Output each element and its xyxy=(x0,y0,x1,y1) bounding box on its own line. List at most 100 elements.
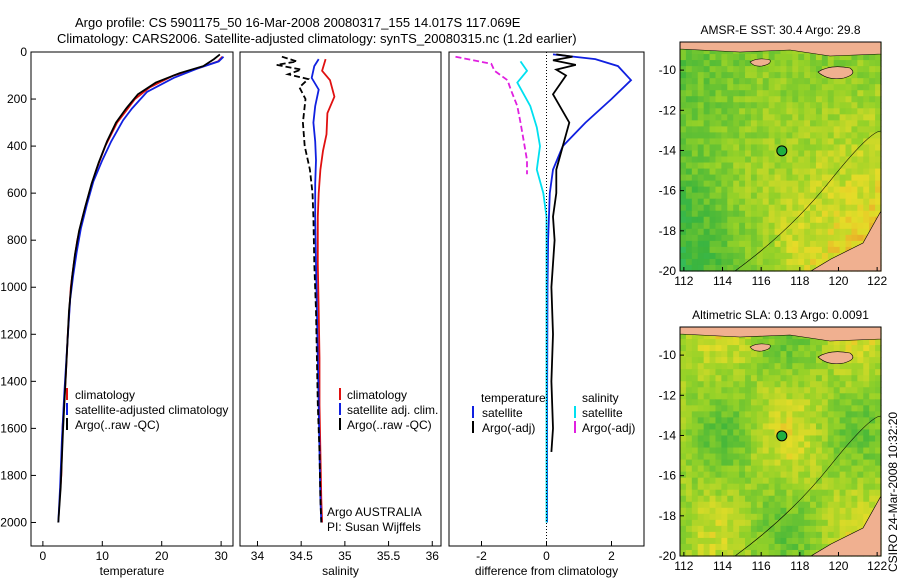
sst_map-cell xyxy=(709,156,717,164)
sla_map-cell xyxy=(821,453,829,461)
sst_map-cell xyxy=(709,258,717,266)
sla_map-cell xyxy=(709,495,717,503)
sst_map-cell xyxy=(869,96,876,103)
sla_map-cell xyxy=(745,471,752,479)
sla_map-cell xyxy=(792,405,799,412)
sla_map-cell xyxy=(857,471,864,479)
sst_map-cell xyxy=(685,60,693,67)
sst_map-cell xyxy=(739,120,746,127)
sst_map-cell xyxy=(709,138,717,146)
sst_map-cell xyxy=(786,90,793,97)
sla_map-ytick-label: -16 xyxy=(659,469,677,483)
sla_map-cell xyxy=(721,399,728,406)
sst_map-cell xyxy=(762,132,770,140)
sla_map-cell xyxy=(786,417,793,425)
sst_map-cell xyxy=(821,234,829,242)
sst_map-cell xyxy=(810,78,817,85)
sst_map-cell xyxy=(827,240,835,248)
sst_map-cell xyxy=(680,108,687,115)
sla_map-cell xyxy=(810,549,817,557)
sla_map-cell xyxy=(845,477,853,485)
sla_map-cell xyxy=(857,459,864,467)
sst_map-ytick-label: -18 xyxy=(659,224,677,238)
sst_map-cell xyxy=(680,186,687,194)
sla_map-cell xyxy=(715,513,722,521)
sst_map-cell xyxy=(733,234,740,242)
sla_map-cell xyxy=(863,441,870,449)
sst_map-cell xyxy=(762,120,770,127)
sst_map-cell xyxy=(863,84,870,91)
sla_map-cell xyxy=(786,435,793,443)
sla_map-cell xyxy=(792,483,799,491)
sla_map-cell xyxy=(733,471,740,479)
sst_map-cell xyxy=(774,192,782,200)
sla_map-cell xyxy=(786,375,793,382)
sst_map-cell xyxy=(685,150,693,158)
sst_map-cell xyxy=(715,216,722,224)
sst_map-cell xyxy=(685,198,693,206)
sla_map-cell xyxy=(745,411,752,418)
sla_map-cell xyxy=(786,477,793,485)
sst_map-cell xyxy=(804,216,811,224)
sst_map-cell xyxy=(851,162,858,170)
sst_map-cell xyxy=(750,66,758,73)
sst_map-cell xyxy=(857,54,864,61)
temperature-ytick-label: 1800 xyxy=(0,468,27,482)
sst_map-cell xyxy=(691,102,699,109)
sst_map-cell xyxy=(875,156,882,164)
sla_map-cell xyxy=(804,387,811,394)
sla_map-cell xyxy=(857,387,864,394)
sla_map-cell xyxy=(750,351,758,358)
sla_map-cell xyxy=(821,381,829,388)
sst_map-cell xyxy=(798,228,805,236)
sst_map-cell xyxy=(680,174,687,182)
sst_map-cell xyxy=(827,78,835,85)
sla_map-cell xyxy=(715,435,722,443)
sla_map-cell xyxy=(839,519,847,527)
sst_map-cell xyxy=(768,240,776,248)
sla_map-cell xyxy=(804,405,811,412)
sst_map-cell xyxy=(857,162,864,170)
sla_map-cell xyxy=(715,405,722,412)
sst_map-cell xyxy=(721,96,728,103)
sst_map-cell xyxy=(691,240,699,248)
sla_map-cell xyxy=(680,537,687,545)
sla_map-cell xyxy=(857,477,864,485)
sla_map-cell xyxy=(792,513,799,521)
sla_map-cell xyxy=(721,405,728,412)
sla_map-cell xyxy=(774,495,782,503)
difference-temp-legend-entry: temperature xyxy=(481,391,546,405)
sst_map-cell xyxy=(727,240,734,248)
sla_map-cell xyxy=(798,489,805,497)
sla_map-cell xyxy=(756,489,764,497)
sst_map-cell xyxy=(839,102,847,109)
sla_map-cell xyxy=(709,471,717,479)
sla_map-cell xyxy=(709,339,717,346)
sla_map-cell xyxy=(762,453,770,461)
sst_map-cell xyxy=(691,66,699,73)
sla_map-cell xyxy=(851,453,858,461)
sla_map-cell xyxy=(697,369,705,376)
sst_map-cell xyxy=(815,198,823,206)
sla_map-cell xyxy=(815,387,823,394)
sla_map-cell xyxy=(851,423,858,431)
sst_map-cell xyxy=(839,162,847,170)
sla_map-cell xyxy=(792,357,799,364)
sst_map-cell xyxy=(703,132,711,140)
sst_map-cell xyxy=(715,114,722,121)
sla_map-cell xyxy=(733,429,740,437)
sla_map-cell xyxy=(815,351,823,358)
sst_map-cell xyxy=(857,156,864,164)
sla_map-cell xyxy=(827,393,835,400)
sla_map-cell xyxy=(798,531,805,539)
sst_map-cell xyxy=(786,72,793,79)
sst_map-cell xyxy=(715,144,722,152)
sst_map-cell xyxy=(845,54,853,61)
sla_map-cell xyxy=(780,411,788,418)
sla_map-cell xyxy=(715,525,722,533)
sla_map-cell xyxy=(768,447,776,455)
sst_map-cell xyxy=(715,234,722,242)
salinity-xtick-label: 34.5 xyxy=(289,549,313,563)
sst_map-cell xyxy=(845,198,853,206)
sst_map-cell xyxy=(691,216,699,224)
